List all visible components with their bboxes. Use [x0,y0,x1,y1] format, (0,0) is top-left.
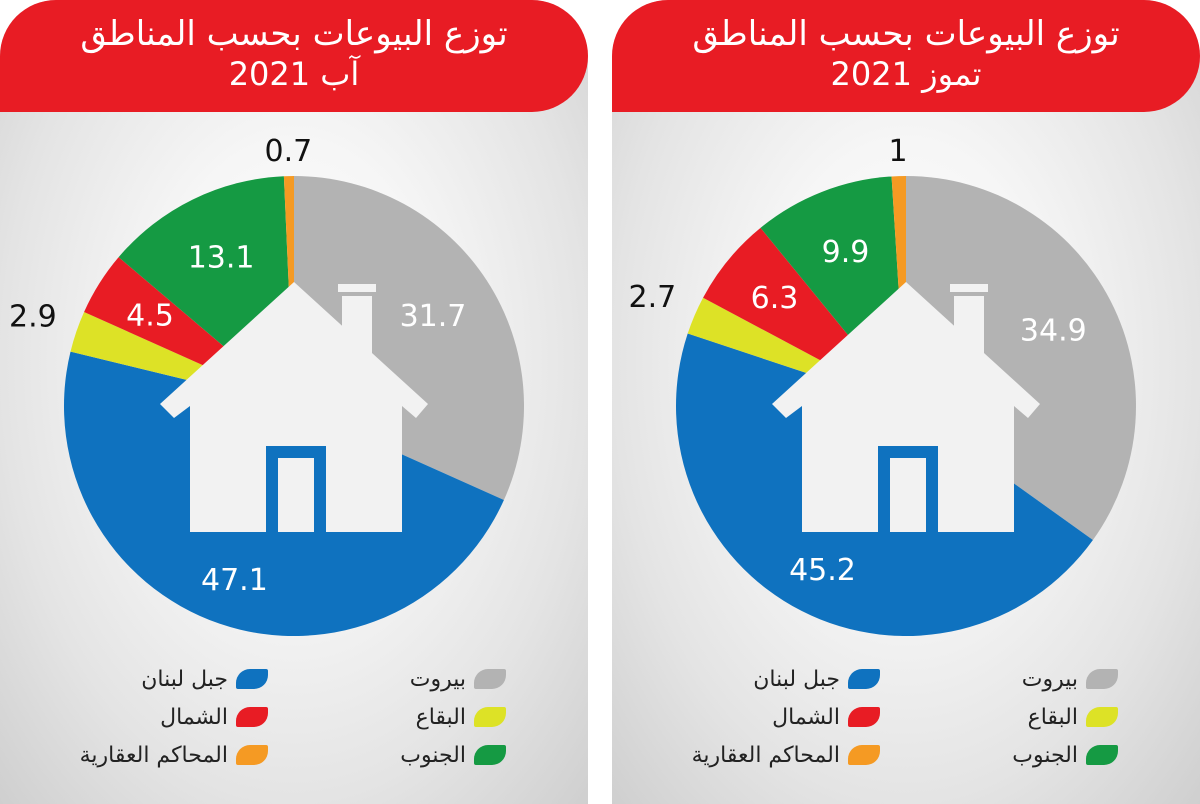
legend-item-bekaa: البقاع [416,702,506,732]
legend-swatch-beirut [1086,669,1118,689]
data-label-north: 6.3 [751,281,799,316]
legend-item-real-estate-courts: المحاكم العقارية [692,740,880,770]
chart-title: توزع البيوعات بحسب المناطق [692,14,1120,54]
data-label-bekaa: 2.7 [629,280,677,315]
house-icon [160,282,428,532]
data-label-beirut: 34.9 [1020,313,1087,348]
legend-label: الشمال [160,704,228,730]
legend-swatch-north [848,707,880,727]
legend-label: البقاع [415,704,466,730]
legend-label: الشمال [772,704,840,730]
legend-swatch-south [474,745,506,765]
legend-label: المحاكم العقارية [79,742,228,768]
legend-item-north: الشمال [772,702,880,732]
legend-label: جبل لبنان [141,666,228,692]
house-door [890,458,926,532]
chart-title: توزع البيوعات بحسب المناطق [80,14,508,54]
data-label-mount-lebanon: 47.1 [201,563,268,598]
pie-labels: 31.7 47.1 2.9 4.5 13.1 0.7 [9,134,466,598]
chart-header: توزع البيوعات بحسب المناطق آب 2021 [0,0,588,112]
legend-item-beirut: بيروت [410,664,506,694]
house-icon [772,282,1040,532]
house-chimney [954,296,984,360]
legend-swatch-mount-lebanon [848,669,880,689]
pie-labels: 34.9 45.2 2.7 6.3 9.9 1 [629,134,1087,588]
legend-item-south: الجنوب [400,740,506,770]
legend-item-south: الجنوب [1012,740,1118,770]
data-label-mount-lebanon: 45.2 [789,553,856,588]
data-label-bekaa: 2.9 [9,300,57,335]
legend-item-mount-lebanon: جبل لبنان [141,664,268,694]
legend-swatch-beirut [474,669,506,689]
legend-label: المحاكم العقارية [691,742,840,768]
legend-item-mount-lebanon: جبل لبنان [753,664,880,694]
house-door [278,458,314,532]
legend-item-beirut: بيروت [1022,664,1118,694]
legend-label: الجنوب [1012,742,1078,768]
legend-label: بيروت [409,666,466,692]
data-label-real-estate-courts: 0.7 [265,134,313,169]
chart-legend: بيروت جبل لبنان البقاع الشمال الجنوب الم… [0,660,588,800]
legend-swatch-mount-lebanon [236,669,268,689]
house-chimney [342,296,372,360]
chart-subtitle: تموز 2021 [830,55,982,93]
legend-label: الجنوب [400,742,466,768]
legend-label: بيروت [1021,666,1078,692]
chart-panel-august: توزع البيوعات بحسب المناطق آب 2021 31.7 4… [0,0,588,804]
legend-swatch-bekaa [474,707,506,727]
house-chimney-cap [338,284,376,292]
chart-panel-july: توزع البيوعات بحسب المناطق تموز 2021 34.… [612,0,1200,804]
legend-item-real-estate-courts: المحاكم العقارية [80,740,268,770]
pie-slice-beirut [906,176,1137,541]
legend-item-bekaa: البقاع [1028,702,1118,732]
chart-header: توزع البيوعات بحسب المناطق تموز 2021 [612,0,1200,112]
legend-label: جبل لبنان [753,666,840,692]
chart-subtitle: آب 2021 [228,55,360,93]
house-chimney-cap [950,284,988,292]
legend-item-north: الشمال [160,702,268,732]
data-label-south: 13.1 [188,240,255,275]
legend-swatch-real-estate-courts [236,745,268,765]
legend-swatch-real-estate-courts [848,745,880,765]
legend-swatch-bekaa [1086,707,1118,727]
legend-label: البقاع [1027,704,1078,730]
legend-swatch-south [1086,745,1118,765]
data-label-real-estate-courts: 1 [888,134,907,169]
pie-chart: 31.7 47.1 2.9 4.5 13.1 0.7 [9,134,525,637]
data-label-south: 9.9 [822,235,870,270]
chart-legend: بيروت جبل لبنان البقاع الشمال الجنوب الم… [612,660,1200,800]
legend-swatch-north [236,707,268,727]
pie-chart: 34.9 45.2 2.7 6.3 9.9 1 [629,134,1137,637]
data-label-north: 4.5 [126,298,174,333]
data-label-beirut: 31.7 [400,299,467,334]
